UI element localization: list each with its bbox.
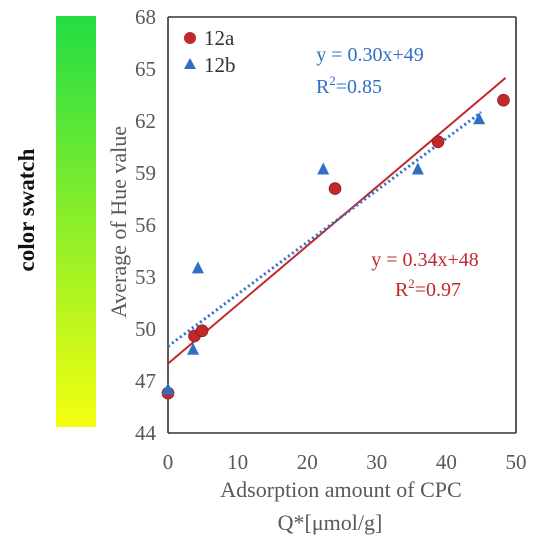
x-tick-label: 10 bbox=[227, 450, 248, 474]
data-point-12a bbox=[195, 324, 209, 338]
y-tick-label: 44 bbox=[135, 421, 157, 445]
data-point-12b bbox=[411, 162, 424, 175]
y-axis-title: Average of Hue value bbox=[106, 126, 131, 318]
y-tick-label: 65 bbox=[135, 57, 156, 81]
data-point-12a bbox=[328, 182, 342, 195]
data-point-12b bbox=[317, 162, 330, 175]
x-tick-label: 0 bbox=[163, 450, 174, 474]
color-swatch-label: color swatch bbox=[14, 148, 39, 271]
r-squared-12a: R2=0.97 bbox=[395, 276, 461, 301]
y-tick-label: 53 bbox=[135, 265, 156, 289]
legend-marker-12b bbox=[184, 58, 196, 69]
legend-label-12a: 12a bbox=[204, 26, 235, 50]
color-swatch bbox=[56, 16, 96, 427]
legend-marker-12a bbox=[184, 32, 196, 44]
data-point-12a bbox=[497, 93, 510, 107]
r-squared-12a-sup: 2 bbox=[408, 276, 415, 291]
r-squared-12b-value: =0.85 bbox=[336, 76, 382, 98]
y-tick-label: 62 bbox=[135, 109, 156, 133]
r-squared-12a-value: =0.97 bbox=[415, 279, 461, 301]
legend-label-12b: 12b bbox=[204, 53, 236, 77]
r-squared-12b: R2=0.85 bbox=[316, 73, 382, 98]
equation-12b: y = 0.30x+49 bbox=[316, 44, 424, 66]
y-tick-label: 50 bbox=[135, 317, 156, 341]
data-points bbox=[161, 93, 510, 400]
r-squared-12a-prefix: R bbox=[395, 279, 409, 301]
x-tick-label: 40 bbox=[436, 450, 457, 474]
x-tick-label: 50 bbox=[506, 450, 527, 474]
trendlines bbox=[167, 77, 507, 365]
equation-12a: y = 0.34x+48 bbox=[371, 249, 479, 271]
x-tick-label: 30 bbox=[366, 450, 387, 474]
y-tick-label: 47 bbox=[135, 369, 156, 393]
data-point-12b bbox=[191, 261, 204, 274]
x-tick-label: 20 bbox=[297, 450, 318, 474]
legend: 12a 12b bbox=[184, 26, 236, 77]
x-tick-labels: 0 10 20 30 40 50 bbox=[163, 450, 527, 474]
data-point-12b bbox=[162, 382, 174, 395]
x-axis-title-line1: Adsorption amount of CPC bbox=[220, 477, 461, 502]
y-tick-labels: 44 47 50 53 56 59 62 65 68 bbox=[135, 5, 157, 445]
r-squared-12b-prefix: R bbox=[316, 76, 330, 98]
trendline-12b bbox=[167, 111, 483, 348]
x-axis-title-line2: Q*[μmol/g] bbox=[278, 510, 383, 535]
data-point-12a bbox=[431, 135, 445, 149]
data-point-12b bbox=[473, 112, 486, 125]
r-squared-12b-sup: 2 bbox=[329, 73, 336, 88]
y-tick-label: 59 bbox=[135, 161, 156, 185]
data-point-12b bbox=[187, 342, 200, 355]
y-tick-label: 56 bbox=[135, 213, 156, 237]
y-tick-label: 68 bbox=[135, 5, 156, 29]
